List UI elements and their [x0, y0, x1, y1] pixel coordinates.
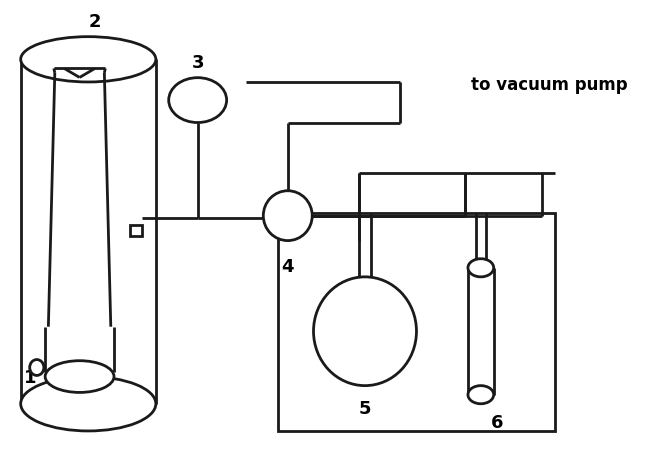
Text: 2: 2 [88, 13, 101, 31]
FancyBboxPatch shape [130, 225, 141, 237]
Text: 5: 5 [359, 399, 371, 417]
Text: 4: 4 [282, 257, 294, 275]
Text: 3: 3 [191, 53, 204, 71]
FancyBboxPatch shape [278, 214, 555, 431]
Text: to vacuum pump: to vacuum pump [471, 76, 627, 94]
Ellipse shape [169, 79, 226, 123]
Ellipse shape [468, 259, 494, 277]
Text: 6: 6 [491, 413, 503, 431]
Ellipse shape [21, 377, 156, 431]
Ellipse shape [30, 360, 44, 376]
Ellipse shape [313, 277, 416, 386]
Ellipse shape [45, 361, 114, 393]
Ellipse shape [264, 191, 312, 241]
Ellipse shape [21, 38, 156, 83]
Text: 1: 1 [24, 368, 37, 386]
Ellipse shape [468, 386, 494, 404]
